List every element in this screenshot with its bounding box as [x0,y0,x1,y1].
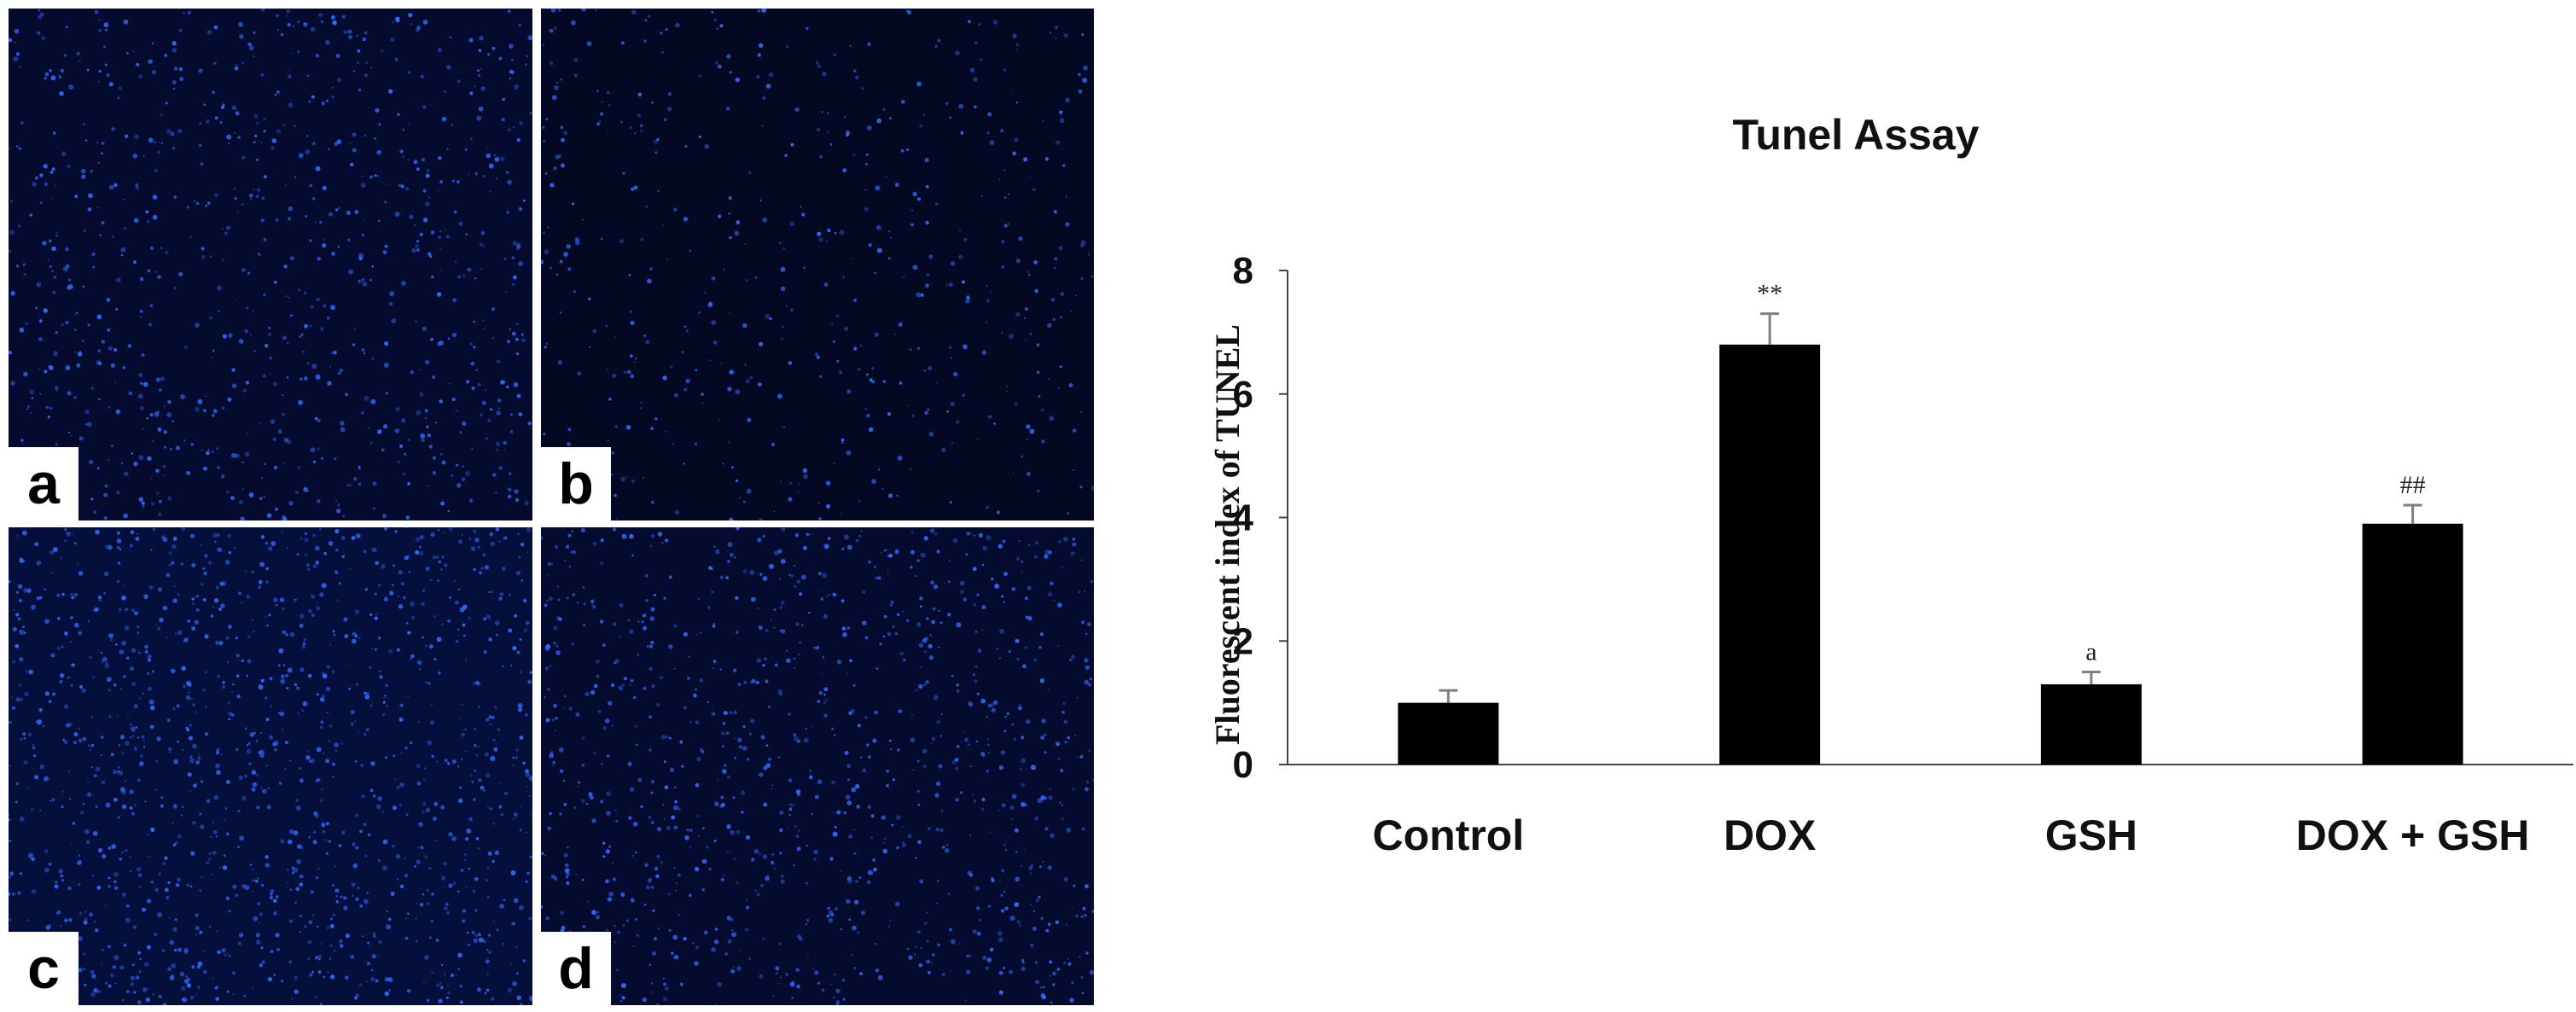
tunel-bar-chart: Tunel Assay Fluorescent index of TUNEL 0… [1101,0,2576,1012]
y-tick-label: 0 [1233,744,1253,786]
micrograph-image-b [541,9,1094,521]
significance-label-1: ** [1757,280,1782,308]
y-tick-label: 4 [1233,497,1254,539]
panel-label-b: b [541,447,611,521]
y-axis-title: Fluorescent index of TUNEL [1208,324,1247,745]
chart-canvas: Tunel Assay Fluorescent index of TUNEL 0… [1208,111,2573,859]
bar-2 [2040,683,2142,765]
micrograph-image-d [541,527,1094,1005]
micrograph-panel-d: d [541,527,1094,1005]
y-tick-label: 6 [1233,374,1253,416]
panel-label-c: c [9,932,79,1005]
y-tick-label: 2 [1233,620,1253,662]
category-label-0: Control [1373,811,1525,859]
y-tick-label: 8 [1233,250,1253,292]
bar-3 [2362,523,2463,765]
category-label-3: DOX + GSH [2296,811,2530,859]
category-label-1: DOX [1724,811,1816,859]
micrograph-panel-b: b [541,9,1094,521]
micrograph-image-c [9,527,532,1005]
micrograph-panel-a: a [9,9,532,521]
chart-marks: 0 2 4 6 8 Control ** DOX a GSH ## DOX + GSH [1233,250,2573,859]
significance-label-2: a [2085,637,2096,666]
bar-1 [1719,344,1821,765]
category-label-2: GSH [2045,811,2137,859]
micrograph-image-a [9,9,532,521]
panel-label-d: d [541,932,611,1005]
micrograph-panel-c: c [9,527,532,1005]
chart-title: Tunel Assay [1733,111,1980,159]
micrograph-panels: a b c d [0,0,1101,1012]
bar-0 [1398,702,1499,765]
significance-label-3: ## [2400,471,2426,499]
panel-label-a: a [9,447,79,521]
